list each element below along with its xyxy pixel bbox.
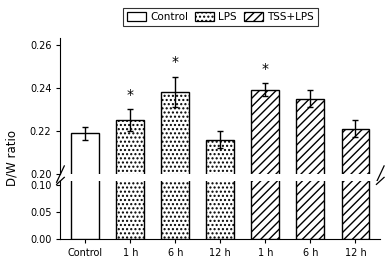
Bar xyxy=(252,110,279,239)
Bar xyxy=(342,120,369,239)
Bar xyxy=(116,120,144,272)
Bar xyxy=(71,133,99,272)
Bar xyxy=(161,110,189,239)
Text: *: * xyxy=(127,88,134,102)
Bar xyxy=(116,118,144,239)
Bar xyxy=(206,122,234,239)
Bar xyxy=(342,129,369,272)
Bar xyxy=(296,112,324,239)
Bar xyxy=(71,121,99,239)
Text: *: * xyxy=(172,55,179,69)
Bar xyxy=(206,140,234,272)
Bar xyxy=(252,90,279,272)
Bar xyxy=(296,98,324,272)
Text: *: * xyxy=(262,62,269,76)
Bar xyxy=(161,92,189,272)
Legend: Control, LPS, TSS+LPS: Control, LPS, TSS+LPS xyxy=(123,8,318,26)
Text: D/W ratio: D/W ratio xyxy=(6,130,19,186)
